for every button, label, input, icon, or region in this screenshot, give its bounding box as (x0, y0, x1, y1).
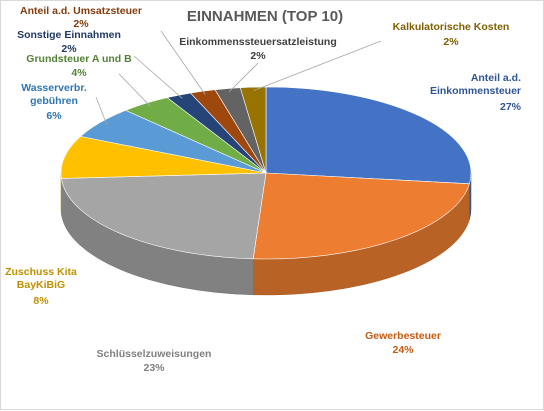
slice-label-line: Einkommenssteuersatzleistung (179, 36, 337, 48)
slice-label-line: Anteil a.d. (471, 72, 521, 84)
slice-label-line: Grundsteuer A und B (26, 53, 132, 65)
slice-label-line: Zuschuss Kita (5, 266, 77, 278)
slice-label-line: Einkommensteuer (430, 85, 521, 97)
leader-line-5 (119, 74, 150, 106)
chart-title: EINNAHMEN (TOP 10) (187, 8, 343, 25)
slice-percent-1: 24% (392, 344, 414, 356)
slice-percent-3: 8% (33, 295, 49, 307)
slice-label-6: Sonstige Einnahmen (17, 29, 121, 41)
slice-label-line: Gewerbesteuer (365, 330, 441, 342)
slice-label-line: gebühren (30, 95, 78, 107)
slice-percent-5: 4% (71, 67, 87, 79)
slice-label-line: Sonstige Einnahmen (17, 29, 121, 41)
leader-line-4 (96, 97, 107, 124)
pie-slice-0 (266, 87, 471, 184)
slice-label-line: Anteil a.d. Umsatzsteuer (20, 5, 142, 17)
leader-line-9 (254, 41, 381, 91)
slice-label-1: Gewerbesteuer (365, 330, 441, 342)
slice-label-4: Wasserverbr.gebühren (21, 82, 87, 107)
slice-label-line: Schlüsselzuweisungen (97, 348, 212, 360)
slice-percent-6: 2% (61, 43, 77, 55)
slice-label-9: Kalkulatorische Kosten (393, 21, 510, 33)
slice-percent-2: 23% (143, 362, 165, 374)
pie-top-layer (61, 87, 471, 259)
slice-label-8: Einkommenssteuersatzleistung (179, 36, 337, 48)
slice-percent-4: 6% (46, 110, 62, 122)
slice-percent-8: 2% (250, 50, 266, 62)
slice-label-5: Grundsteuer A und B (26, 53, 132, 65)
slice-label-0: Anteil a.d.Einkommensteuer (430, 72, 521, 97)
slice-label-line: Kalkulatorische Kosten (393, 21, 510, 33)
slice-percent-0: 27% (500, 101, 522, 113)
slice-label-line: Wasserverbr. (21, 82, 87, 94)
slice-label-2: Schlüsselzuweisungen (97, 348, 212, 360)
slice-label-7: Anteil a.d. Umsatzsteuer (20, 5, 142, 17)
slice-percent-9: 2% (443, 36, 459, 48)
slice-label-line: BayKiBiG (17, 279, 65, 291)
slice-percent-7: 2% (73, 18, 89, 30)
leader-line-6 (134, 56, 182, 98)
